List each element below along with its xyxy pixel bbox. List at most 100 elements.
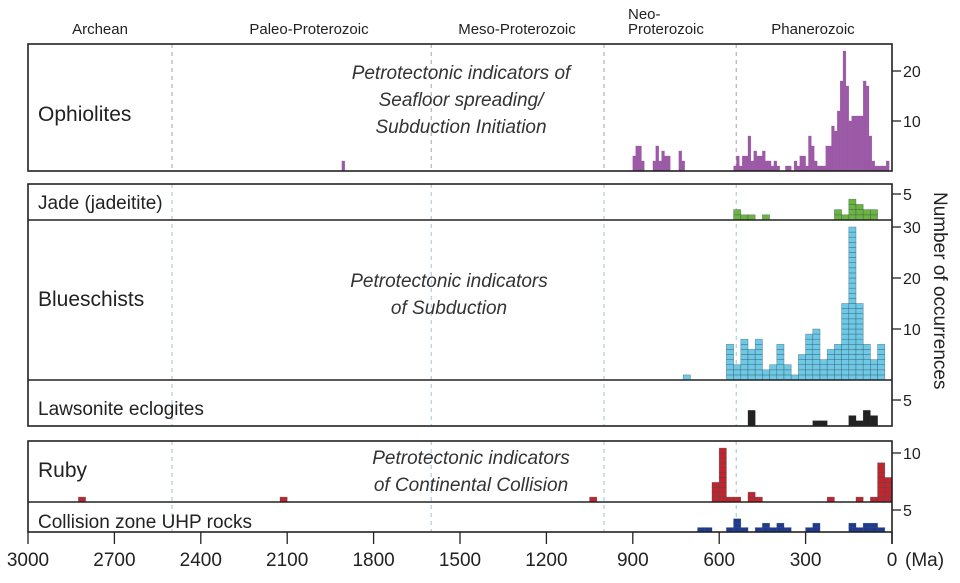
bar-cell	[848, 328, 857, 335]
bar	[802, 155, 806, 172]
bar-cell	[855, 214, 864, 221]
bar-cell	[848, 287, 857, 294]
x-tick-label: 2700	[93, 550, 135, 571]
bar-cell	[848, 303, 857, 309]
bar-cell	[740, 349, 749, 355]
bar-cell	[877, 343, 886, 350]
bar-cell	[855, 496, 864, 503]
bar-cell	[834, 209, 842, 216]
bar-cell	[834, 374, 842, 381]
bar-cell	[841, 354, 850, 360]
bar-cell	[870, 364, 878, 371]
bar-cell	[848, 282, 857, 289]
bar-cell	[855, 359, 864, 366]
x-tick-label: 300	[790, 550, 822, 571]
bar-cell	[279, 496, 288, 503]
bar-cell	[848, 231, 857, 238]
bar-cell	[848, 359, 857, 366]
bar-cell	[718, 447, 727, 454]
bar	[793, 160, 798, 172]
series-ruby	[78, 447, 893, 503]
bar-cell	[718, 486, 727, 493]
bar-cell	[848, 343, 857, 350]
bar-cell	[747, 354, 756, 360]
bar-cell	[855, 338, 864, 345]
bar-cell	[841, 313, 850, 320]
bar-cell	[754, 369, 763, 376]
panel-label-uhp: Collision zone UHP rocks	[38, 512, 252, 533]
bar	[842, 50, 847, 172]
bar-cell	[747, 349, 756, 355]
bar-cell	[848, 298, 857, 304]
bar-cell	[726, 359, 734, 366]
bar-cell	[862, 522, 871, 528]
bar-cell	[841, 338, 850, 345]
bar-cell	[733, 369, 742, 376]
bar	[854, 115, 858, 172]
bar-cell	[870, 496, 878, 503]
bar	[870, 415, 878, 427]
bar-cell	[884, 486, 893, 493]
bar	[667, 155, 671, 172]
bar-cell	[718, 467, 727, 473]
bar-cell	[754, 496, 763, 503]
bar	[632, 155, 636, 172]
bar	[886, 160, 890, 172]
bar	[834, 130, 838, 172]
bar	[765, 160, 769, 172]
bar-cell	[790, 374, 799, 381]
bar-cell	[718, 452, 727, 459]
eon-label-neo-proterozoic: Proterozoic	[628, 21, 704, 38]
panel-label-ruby: Ruby	[38, 459, 88, 482]
bar-cell	[855, 204, 864, 210]
bar-cell	[848, 252, 857, 258]
bar-cell	[812, 522, 821, 528]
x-tick-label: 900	[617, 550, 649, 571]
bar	[681, 160, 685, 172]
bar-cell	[826, 359, 835, 366]
bar-cell	[826, 364, 835, 371]
bar	[341, 160, 345, 172]
bar-cell	[877, 349, 886, 355]
bar	[799, 155, 803, 172]
bar-cell	[841, 318, 850, 325]
bar	[678, 150, 682, 172]
bar-cell	[733, 496, 742, 503]
bar	[857, 115, 861, 172]
bar-cell	[834, 343, 842, 350]
bar-cell	[877, 364, 886, 371]
x-tick-label: 0	[887, 550, 898, 571]
bar-cell	[877, 374, 886, 381]
bar-cell	[740, 354, 749, 360]
bars	[78, 50, 893, 533]
bar-cell	[870, 214, 878, 221]
bar-cell	[798, 364, 806, 371]
bar	[808, 135, 812, 172]
bar-cell	[776, 364, 785, 371]
bar	[871, 160, 875, 172]
bar-cell	[841, 328, 850, 335]
bar-cell	[783, 369, 792, 376]
y-tick-label: 5	[903, 393, 912, 410]
bar-cell	[877, 477, 886, 483]
bar-cell	[855, 209, 864, 216]
bar-cell	[870, 209, 878, 216]
bar-cell	[834, 364, 842, 371]
panel-label-lawsonite: Lawsonite eclogites	[38, 399, 204, 420]
bar-cell	[848, 209, 857, 216]
bar-cell	[841, 343, 850, 350]
bar-cell	[877, 496, 886, 503]
bar-cell	[848, 318, 857, 325]
bar-cell	[877, 467, 886, 473]
bar-cell	[848, 333, 857, 340]
bar-cell	[826, 369, 835, 376]
bar-cell	[855, 333, 864, 340]
bar-cell	[762, 522, 770, 528]
y-tick-label: 20	[903, 271, 921, 288]
bar-cell	[747, 214, 756, 221]
bar	[768, 160, 772, 172]
x-tick-label: 600	[703, 550, 735, 571]
bar	[863, 80, 867, 172]
eon-boundaries	[171, 44, 737, 532]
bar-cell	[848, 242, 857, 248]
